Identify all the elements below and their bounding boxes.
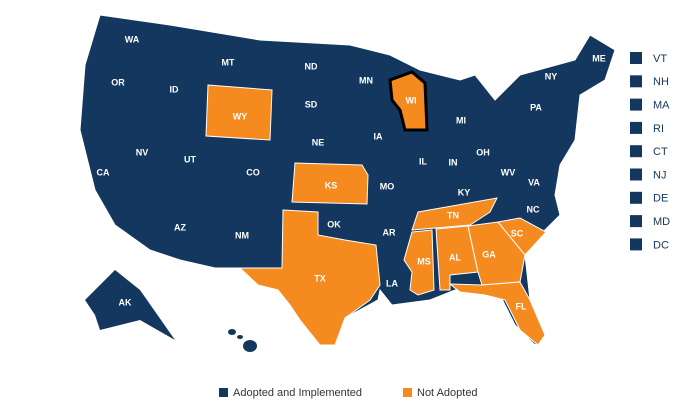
state-label: OK	[327, 219, 341, 229]
hawaii-shape	[228, 329, 257, 352]
small-state-box	[630, 52, 642, 64]
small-state-box	[630, 75, 642, 88]
state-label: WA	[125, 34, 140, 44]
state-label: PA	[530, 102, 542, 112]
state-label: KY	[458, 187, 471, 197]
small-state-label: MD	[653, 216, 670, 228]
state-label: IA	[374, 131, 384, 141]
state-label: NM	[235, 230, 249, 240]
state-label: UT	[184, 154, 196, 164]
state-label: NC	[527, 204, 540, 214]
state-label: LA	[386, 278, 398, 288]
state-label: NY	[545, 71, 558, 81]
small-state-label: RI	[653, 123, 664, 135]
state-label: MT	[222, 57, 235, 67]
state-label: TX	[314, 273, 326, 283]
state-label: AL	[449, 252, 461, 262]
small-state-label: VT	[653, 53, 667, 65]
state-label: MO	[380, 181, 395, 191]
small-state-label: DC	[653, 239, 669, 251]
legend-swatch	[403, 388, 412, 397]
state-shape	[448, 281, 546, 346]
legend-swatch	[219, 388, 228, 397]
small-state-box	[630, 191, 642, 204]
state-label: MN	[359, 75, 373, 85]
state-label: AK	[119, 297, 132, 307]
legend-label: Adopted and Implemented	[233, 387, 362, 399]
state-label: AR	[383, 227, 396, 237]
state-label: WI	[406, 95, 417, 105]
small-state-label: NH	[653, 76, 669, 88]
state-label: MI	[456, 115, 466, 125]
state-label: KS	[325, 180, 338, 190]
small-state-box	[630, 98, 642, 111]
alaska-shape	[85, 270, 175, 340]
state-label: FL	[516, 301, 527, 311]
small-state-label: NJ	[653, 169, 666, 181]
state-label: SC	[511, 228, 524, 238]
state-label: IL	[419, 156, 428, 166]
state-label: VA	[528, 177, 540, 187]
state-label: ID	[170, 84, 180, 94]
state-label: NV	[136, 147, 149, 157]
small-state-label: DE	[653, 193, 668, 205]
state-label: HI	[219, 337, 228, 347]
state-shape	[388, 70, 429, 132]
small-state-box	[630, 121, 642, 134]
small-state-box	[630, 168, 642, 181]
state-label: CO	[246, 167, 260, 177]
state-shape	[403, 229, 435, 296]
state-label: SD	[305, 99, 318, 109]
small-state-label: CT	[653, 146, 668, 158]
small-state-box	[630, 145, 642, 158]
state-shape	[497, 217, 547, 256]
state-label: ME	[592, 53, 606, 63]
state-label: TN	[447, 210, 459, 220]
state-shape	[411, 197, 498, 231]
state-label: NE	[312, 137, 325, 147]
state-shape	[205, 84, 273, 141]
state-label: AZ	[174, 222, 186, 232]
state-label: WV	[501, 167, 516, 177]
state-label: MS	[417, 256, 431, 266]
state-label: GA	[482, 249, 496, 259]
state-label: WY	[233, 111, 248, 121]
state-label: CA	[97, 167, 110, 177]
state-shape	[291, 162, 369, 205]
small-state-label: MA	[653, 100, 670, 112]
small-state-box	[630, 215, 642, 228]
state-label: ND	[305, 61, 318, 71]
state-label: OR	[111, 77, 125, 87]
small-state-box	[630, 238, 642, 251]
state-shape	[238, 209, 381, 346]
legend-label: Not Adopted	[417, 387, 478, 399]
state-label: OH	[476, 147, 490, 157]
state-label: IN	[449, 157, 458, 167]
